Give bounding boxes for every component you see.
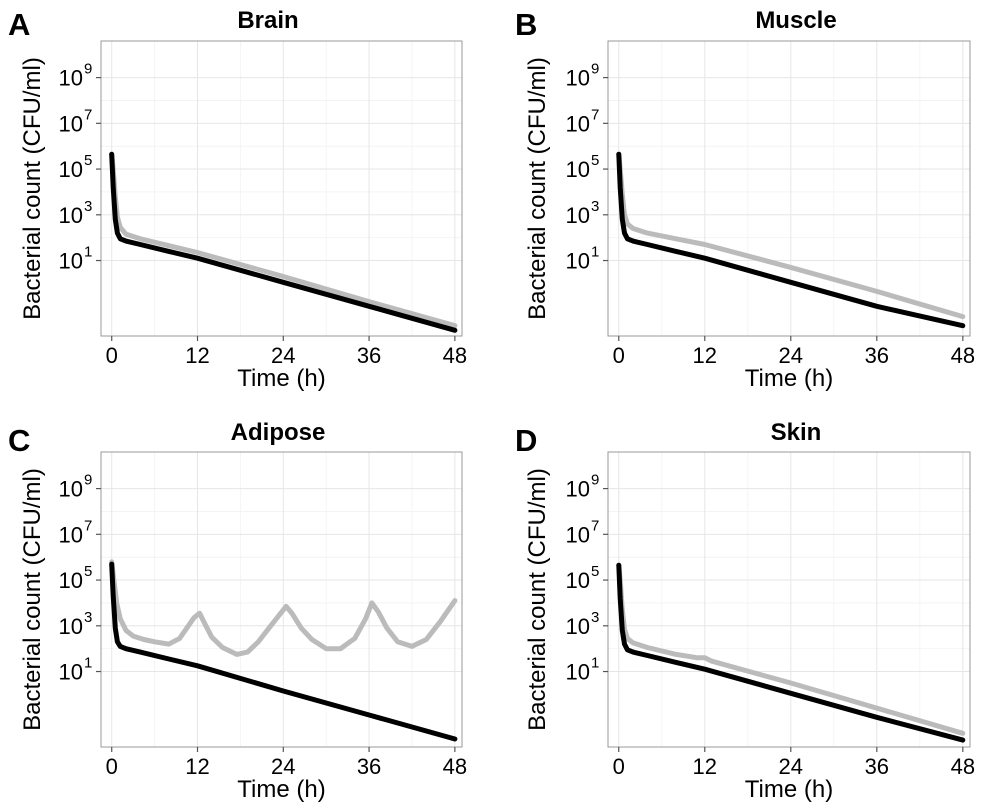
y-tick-label: 10 — [566, 111, 590, 136]
y-tick-label: 10 — [59, 522, 83, 547]
x-tick-label: 0 — [106, 343, 118, 368]
y-tick-exponent: 1 — [84, 244, 92, 261]
x-tick-label: 12 — [185, 343, 209, 368]
plot-border — [607, 40, 971, 337]
x-tick-label: 36 — [865, 754, 889, 779]
x-tick-label: 12 — [693, 754, 717, 779]
y-tick-label: 10 — [566, 157, 590, 182]
y-tick-exponent: 3 — [84, 198, 92, 215]
panel-letter: C — [8, 423, 30, 458]
x-tick-label: 48 — [951, 754, 975, 779]
panel-title: Muscle — [755, 7, 836, 34]
y-tick-exponent: 9 — [84, 472, 92, 489]
y-tick-exponent: 5 — [591, 563, 599, 580]
panel-letter: A — [8, 7, 30, 42]
y-tick-exponent: 5 — [84, 152, 92, 169]
y-tick-exponent: 3 — [591, 609, 599, 626]
y-tick-label: 10 — [59, 66, 83, 91]
y-tick-exponent: 9 — [84, 61, 92, 78]
x-tick-label: 48 — [443, 754, 467, 779]
y-axis-title: Bacterial count (CFU/ml) — [524, 57, 551, 320]
y-axis-title: Bacterial count (CFU/ml) — [19, 468, 46, 731]
y-tick-label: 10 — [59, 660, 83, 685]
panel-title: Brain — [237, 7, 298, 34]
series-line-black — [109, 561, 458, 742]
y-tick-label: 10 — [566, 614, 590, 639]
x-tick-label: 24 — [271, 754, 295, 779]
plot-border — [100, 40, 463, 337]
x-tick-label: 0 — [106, 754, 118, 779]
x-tick-label: 12 — [693, 343, 717, 368]
y-tick-exponent: 9 — [591, 61, 599, 78]
panel-title: Adipose — [231, 419, 326, 446]
y-tick-label: 10 — [566, 660, 590, 685]
y-tick-exponent: 5 — [84, 563, 92, 580]
series-line-black — [109, 151, 458, 333]
y-tick-exponent: 9 — [591, 472, 599, 489]
x-tick-label: 24 — [779, 343, 803, 368]
x-tick-label: 24 — [779, 754, 803, 779]
y-tick-label: 10 — [566, 568, 590, 593]
y-tick-exponent: 3 — [591, 198, 599, 215]
x-axis-title: Time (h) — [237, 365, 325, 392]
y-tick-exponent: 7 — [591, 517, 599, 534]
y-tick-label: 10 — [59, 568, 83, 593]
plot-border — [607, 451, 971, 748]
y-tick-label: 10 — [59, 111, 83, 136]
y-tick-label: 10 — [59, 477, 83, 502]
y-tick-exponent: 1 — [591, 655, 599, 672]
series-line-black — [616, 562, 966, 743]
y-tick-label: 10 — [59, 614, 83, 639]
y-tick-label: 10 — [59, 157, 83, 182]
x-tick-label: 0 — [613, 754, 625, 779]
y-tick-exponent: 7 — [591, 106, 599, 123]
x-tick-label: 48 — [443, 343, 467, 368]
y-tick-label: 10 — [59, 249, 83, 274]
panel-letter: B — [515, 7, 537, 42]
y-tick-label: 10 — [566, 522, 590, 547]
y-tick-exponent: 3 — [84, 609, 92, 626]
x-tick-label: 24 — [271, 343, 295, 368]
series-line-black — [616, 151, 966, 329]
y-tick-exponent: 5 — [591, 152, 599, 169]
x-axis-title: Time (h) — [745, 365, 833, 392]
y-axis-title: Bacterial count (CFU/ml) — [524, 468, 551, 731]
y-tick-label: 10 — [566, 66, 590, 91]
plot-border — [100, 451, 463, 748]
panel-title: Skin — [771, 419, 822, 446]
panel-letter: D — [515, 423, 537, 458]
y-tick-label: 10 — [566, 203, 590, 228]
y-tick-label: 10 — [566, 477, 590, 502]
x-tick-label: 12 — [185, 754, 209, 779]
y-tick-exponent: 1 — [591, 244, 599, 261]
y-tick-label: 10 — [566, 249, 590, 274]
x-axis-title: Time (h) — [237, 776, 325, 803]
y-axis-title: Bacterial count (CFU/ml) — [19, 57, 46, 320]
y-tick-exponent: 7 — [84, 106, 92, 123]
x-axis-title: Time (h) — [745, 776, 833, 803]
x-tick-label: 36 — [357, 754, 381, 779]
y-tick-exponent: 7 — [84, 517, 92, 534]
x-tick-label: 48 — [951, 343, 975, 368]
x-tick-label: 36 — [357, 343, 381, 368]
series-line-grey — [109, 559, 458, 657]
x-tick-label: 36 — [865, 343, 889, 368]
y-tick-label: 10 — [59, 203, 83, 228]
y-tick-exponent: 1 — [84, 655, 92, 672]
x-tick-label: 0 — [613, 343, 625, 368]
